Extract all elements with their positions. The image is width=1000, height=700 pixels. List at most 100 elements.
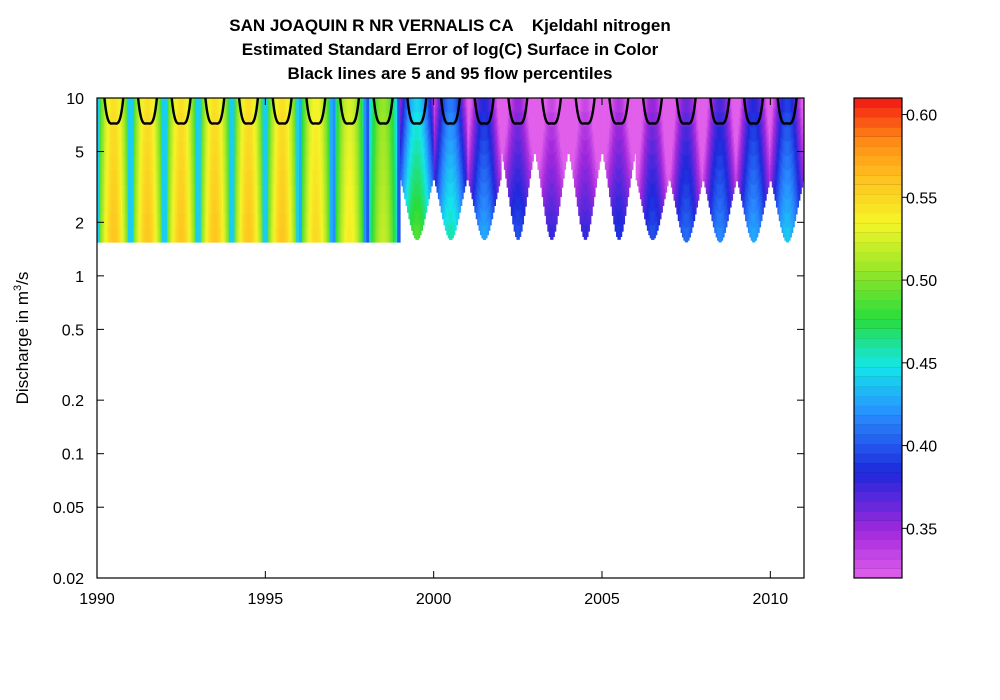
plot-frame [96, 97, 805, 579]
se-band-2002 [501, 98, 536, 240]
percentile-curve-2010 [776, 98, 798, 125]
se-band-1990 [97, 98, 132, 243]
colorbar-level [854, 424, 902, 435]
colorbar-level [854, 347, 902, 358]
colorbar-level [854, 194, 902, 204]
title-line-3: Black lines are 5 and 95 flow percentile… [287, 64, 612, 83]
colorbar-level [854, 482, 902, 492]
se-band-1991 [130, 98, 165, 243]
colorbar-level [854, 222, 902, 233]
se-band-2001 [467, 98, 502, 240]
y-tick-label-0.1: 0.1 [62, 447, 84, 464]
colorbar-level [854, 203, 902, 214]
colorbar-level [854, 242, 902, 252]
colorbar-level [854, 549, 902, 560]
colorbar-level [854, 443, 902, 454]
colorbar-level [854, 146, 902, 156]
se-band-2003 [534, 98, 569, 240]
percentile-curve-1992 [170, 98, 192, 125]
colorbar-level [854, 366, 902, 377]
colorbar-tick-label-0.40: 0.40 [906, 439, 937, 456]
colorbar-level [854, 318, 902, 329]
colorbar-level [854, 136, 902, 147]
colorbar-level [854, 414, 902, 425]
x-tick-label-1990: 1990 [79, 591, 115, 608]
percentile-curve-2009 [742, 98, 765, 125]
colorbar-level [854, 386, 902, 396]
colorbar-level [854, 434, 902, 444]
chart-title: SAN JOAQUIN R NR VERNALIS CA Kjeldahl ni… [229, 16, 670, 83]
se-band-1993 [198, 98, 233, 243]
colorbar-level [854, 558, 902, 569]
se-surface [97, 98, 804, 243]
percentile-curve-2002 [507, 98, 529, 125]
percentile-curve-1999 [406, 98, 428, 125]
colorbar-level [854, 539, 902, 550]
y-axis: 0.02 0.05 0.1 0.2 0.5 1 2 5 10 [53, 91, 804, 588]
colorbar-level [854, 251, 902, 262]
colorbar-level [854, 107, 902, 118]
colorbar-level [854, 117, 902, 128]
percentile-curve-2000 [439, 98, 462, 125]
percentile-curve-2006 [641, 98, 664, 125]
colorbar-level [854, 491, 902, 502]
colorbar-level [854, 568, 902, 579]
percentile-curve-1994 [237, 98, 260, 125]
percentile-curve-2005 [608, 98, 630, 125]
colorbar-tick-label-0.55: 0.55 [906, 190, 937, 207]
colorbar-level [854, 184, 902, 195]
y-tick-label-0.02: 0.02 [53, 571, 84, 588]
colorbar-tick-label-0.60: 0.60 [906, 108, 937, 125]
colorbar-level [854, 232, 902, 243]
colorbar-tick-label-0.45: 0.45 [906, 356, 937, 373]
title-line-2: Estimated Standard Error of log(C) Surfa… [242, 40, 659, 59]
percentile-curve-2008 [709, 98, 731, 125]
se-band-1994 [231, 98, 266, 243]
percentile-curve-2001 [473, 98, 495, 125]
colorbar-tick-label-0.35: 0.35 [906, 521, 937, 538]
colorbar-level [854, 328, 902, 339]
colorbar-level [854, 520, 902, 531]
percentile-curve-1991 [136, 98, 159, 125]
colorbar-level [854, 501, 902, 512]
colorbar-level [854, 405, 902, 416]
x-tick-label-2010: 2010 [753, 591, 789, 608]
se-band-1995 [265, 98, 300, 243]
percentile-curve-1993 [204, 98, 226, 125]
se-band-1997 [332, 98, 367, 243]
colorbar-level [854, 261, 902, 272]
flow-percentile-lines [103, 98, 798, 125]
y-tick-label-1: 1 [75, 269, 84, 286]
se-band-1992 [164, 98, 199, 243]
colorbar-level [854, 395, 902, 406]
se-band-2000 [433, 98, 468, 240]
colorbar-level [854, 338, 902, 348]
title-line-1: SAN JOAQUIN R NR VERNALIS CA Kjeldahl ni… [229, 16, 670, 35]
percentile-curve-1995 [271, 98, 293, 125]
y-tick-label-0.05: 0.05 [53, 500, 84, 517]
colorbar-level [854, 165, 902, 176]
colorbar-tick-label-0.50: 0.50 [906, 273, 937, 290]
colorbar-level [854, 376, 902, 387]
se-band-2008 [703, 98, 738, 243]
colorbar-level [854, 462, 902, 473]
percentile-curve-1996 [305, 98, 327, 125]
colorbar-level [854, 126, 902, 137]
y-axis-label: Discharge in m3/s [12, 272, 32, 405]
y-tick-label-2: 2 [75, 215, 84, 232]
se-band-2004 [568, 98, 603, 240]
x-axis: 1990 1995 2000 2005 2010 [79, 98, 788, 608]
percentile-curve-1998 [372, 98, 394, 125]
percentile-curve-1990 [103, 98, 125, 125]
y-tick-label-5: 5 [75, 145, 84, 162]
colorbar-level [854, 290, 902, 300]
y-tick-label-10: 10 [66, 91, 84, 108]
colorbar-level [854, 213, 902, 224]
se-band-1998 [366, 98, 401, 243]
se-band-2005 [602, 98, 637, 240]
colorbar-level [854, 357, 902, 368]
y-tick-label-0.5: 0.5 [62, 322, 84, 339]
colorbar-level [854, 453, 902, 464]
se-band-2009 [736, 98, 771, 243]
